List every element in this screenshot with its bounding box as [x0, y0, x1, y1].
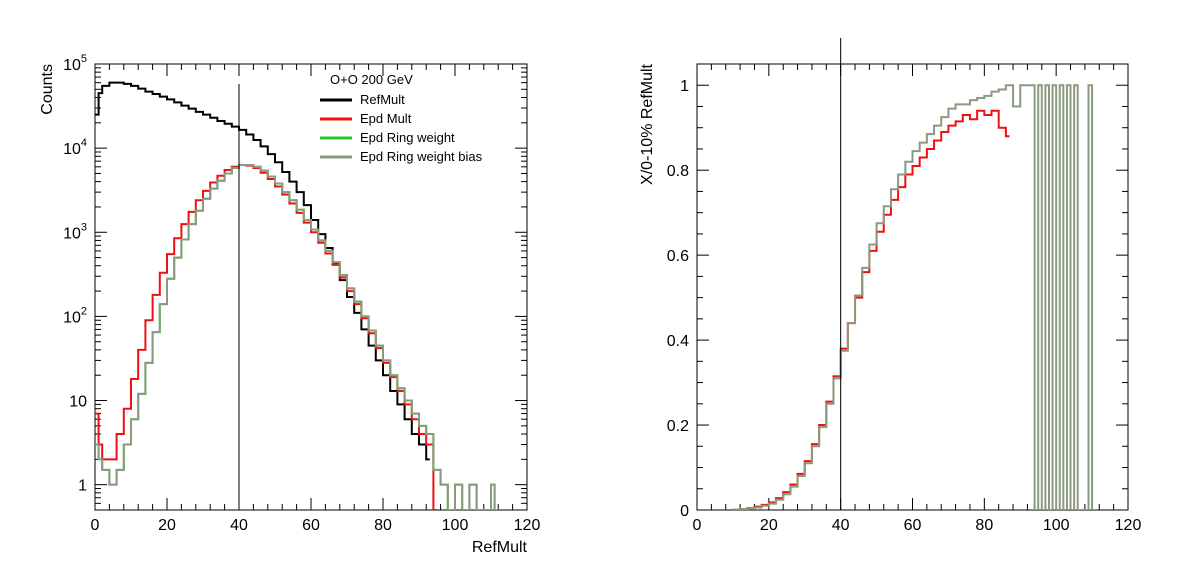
series-epd-mult — [732, 109, 1010, 510]
y-tick-label: 0.2 — [667, 418, 689, 435]
x-tick-label: 0 — [693, 517, 702, 534]
y-tick-label: 1 — [680, 78, 689, 95]
series-epd-mult — [95, 164, 437, 510]
x-tick-label: 60 — [904, 517, 922, 534]
left-panel-counts-histogram: 0 20 40 60 80 100 120 1 10 102 103 104 105 RefMult Cou… — [39, 53, 540, 556]
y-axis-title: Counts — [39, 64, 56, 115]
right-panel-ratio-histogram: 0 20 40 60 80 100 120 0 0.2 0.4 0.6 0.8 1 X/0-10% Ref… — [639, 38, 1141, 534]
legend-entry: Epd Ring weight bias — [360, 149, 483, 164]
x-tick-label: 20 — [760, 517, 778, 534]
legend-entry: Epd Mult — [360, 111, 412, 126]
series-epd-ring-weight-bias — [95, 164, 499, 510]
y-tick-label: 0 — [680, 503, 689, 520]
series-epd-ring-weight-bias — [732, 84, 1096, 510]
y-tick-label: 102 — [63, 305, 87, 326]
x-tick-label: 120 — [514, 517, 541, 534]
legend: O+O 200 GeV RefMult Epd Mult Epd Ring weigh… — [320, 72, 483, 164]
legend-header: O+O 200 GeV — [330, 72, 413, 87]
x-tick-label: 0 — [91, 517, 100, 534]
y-tick-label: 0.6 — [667, 248, 689, 265]
y-tick-label: 0.4 — [667, 333, 689, 350]
x-tick-label: 60 — [302, 517, 320, 534]
x-tick-label: 120 — [1115, 517, 1142, 534]
legend-entry: RefMult — [360, 92, 405, 107]
series-refmult — [95, 81, 430, 461]
y-tick-label: 0.8 — [667, 163, 689, 180]
x-tick-label: 20 — [158, 517, 176, 534]
x-tick-label: 100 — [442, 517, 469, 534]
y-tick-label: 103 — [63, 221, 87, 242]
x-tick-label: 40 — [832, 517, 850, 534]
y-tick-label: 105 — [63, 53, 87, 74]
series-epd-ring-weight — [95, 164, 499, 510]
y-tick-label: 10 — [69, 394, 87, 411]
x-tick-label: 80 — [975, 517, 993, 534]
x-tick-label: 80 — [374, 517, 392, 534]
y-tick-label: 1 — [78, 478, 87, 495]
x-axis-title: RefMult — [472, 539, 528, 556]
legend-entry: Epd Ring weight — [360, 130, 455, 145]
y-tick-label: 104 — [63, 137, 87, 158]
y-axis-title: X/0-10% RefMult — [639, 63, 656, 184]
x-tick-label: 100 — [1043, 517, 1070, 534]
x-tick-label: 40 — [230, 517, 248, 534]
